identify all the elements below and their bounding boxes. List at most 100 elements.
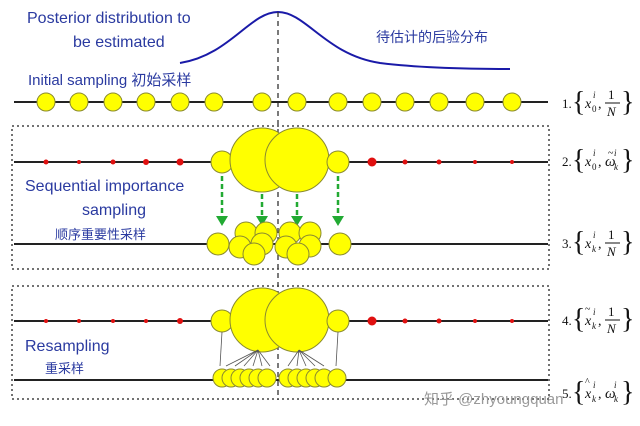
svg-text:i: i xyxy=(593,148,596,158)
green-arrows xyxy=(220,176,340,218)
particle xyxy=(242,242,266,266)
equation-3: 3. { x i k , 1 N } xyxy=(562,227,634,259)
weight-dot xyxy=(510,160,514,164)
svg-text:N: N xyxy=(606,244,617,259)
weight-dot xyxy=(473,319,477,323)
svg-text:i: i xyxy=(593,90,596,100)
weight-dot xyxy=(367,316,377,326)
svg-text:{: { xyxy=(572,87,585,118)
svg-text:}: } xyxy=(621,304,634,335)
particle xyxy=(429,92,449,112)
particle xyxy=(252,92,272,112)
svg-text:^: ^ xyxy=(585,377,590,388)
particle xyxy=(395,92,415,112)
svg-text:0: 0 xyxy=(592,104,597,114)
equation-5: 5. { ^ x i k , ω i k } xyxy=(562,377,634,408)
row2-weights xyxy=(43,157,514,167)
particle xyxy=(327,368,347,388)
particle xyxy=(465,92,485,112)
svg-text:,: , xyxy=(598,155,602,170)
weight-dot xyxy=(44,319,48,323)
row5-particles xyxy=(212,368,347,388)
svg-text:2.: 2. xyxy=(562,154,572,169)
particle xyxy=(69,92,89,112)
row1-particles xyxy=(36,92,522,112)
weight-dot xyxy=(402,159,408,165)
svg-text:k: k xyxy=(592,394,597,404)
sis-label-cn: 顺序重要性采样 xyxy=(55,227,147,242)
sis-label-line1: Sequential importance xyxy=(25,178,185,195)
svg-text:,: , xyxy=(598,314,602,329)
watermark: 知乎 @zhyoungquan xyxy=(424,391,564,408)
svg-text:4.: 4. xyxy=(562,313,572,328)
svg-text:ω: ω xyxy=(605,386,616,402)
weighted-particle xyxy=(264,127,330,193)
weight-dot xyxy=(402,318,408,324)
weight-dot xyxy=(436,159,442,165)
weight-dot xyxy=(144,319,148,323)
equation-1: 1. { x i 0 , 1 N } xyxy=(562,87,634,119)
svg-text:}: } xyxy=(621,227,634,258)
posterior-title-line2: be estimated xyxy=(73,34,165,51)
particle xyxy=(206,232,230,256)
svg-text:{: { xyxy=(572,304,585,335)
resampling-label-cn: 重采样 xyxy=(45,361,85,376)
resampling-label: Resampling xyxy=(25,338,110,355)
svg-text:,: , xyxy=(598,387,602,402)
svg-text:N: N xyxy=(606,321,617,336)
svg-text:1: 1 xyxy=(608,304,615,319)
particle xyxy=(36,92,56,112)
weight-dot xyxy=(510,319,514,323)
weight-dot xyxy=(177,318,183,324)
svg-text:i: i xyxy=(593,307,596,317)
weighted-particle xyxy=(326,150,350,174)
weight-dot xyxy=(367,157,377,167)
weighted-particle xyxy=(326,309,350,333)
svg-text:1: 1 xyxy=(608,87,615,102)
weight-dot xyxy=(77,319,81,323)
weight-dot xyxy=(77,160,81,164)
row3-particles xyxy=(206,221,352,266)
particle xyxy=(502,92,522,112)
particle xyxy=(103,92,123,112)
equation-2: 2. { x i 0 , ω ~ i k } xyxy=(562,145,634,176)
weight-dot xyxy=(176,158,184,166)
svg-text:x: x xyxy=(584,155,592,170)
svg-text:k: k xyxy=(592,244,597,254)
svg-text:x: x xyxy=(584,387,592,402)
svg-text:x: x xyxy=(584,314,592,329)
particle xyxy=(257,368,277,388)
initial-sampling-label: Initial sampling 初始采样 xyxy=(28,72,192,89)
svg-text:i: i xyxy=(593,380,596,390)
weight-dot xyxy=(110,159,116,165)
svg-text:ω: ω xyxy=(605,154,616,170)
svg-text:{: { xyxy=(572,377,585,408)
svg-text:i: i xyxy=(593,230,596,240)
svg-text:{: { xyxy=(572,145,585,176)
svg-text:k: k xyxy=(614,162,619,172)
svg-text:}: } xyxy=(621,377,634,408)
resampling-arrows xyxy=(219,331,339,367)
row2-weighted-particles xyxy=(210,127,350,193)
svg-text:5.: 5. xyxy=(562,386,572,401)
svg-text:k: k xyxy=(614,394,619,404)
svg-text:}: } xyxy=(621,145,634,176)
particle xyxy=(286,242,310,266)
svg-text:{: { xyxy=(572,227,585,258)
svg-text:}: } xyxy=(621,87,634,118)
svg-text:~: ~ xyxy=(585,304,591,315)
weight-dot xyxy=(43,159,49,165)
particle xyxy=(328,92,348,112)
weight-dot xyxy=(436,318,442,324)
weight-dot xyxy=(111,319,115,323)
posterior-curve xyxy=(179,10,511,70)
particle xyxy=(328,232,352,256)
svg-text:i: i xyxy=(614,148,617,158)
particle xyxy=(170,92,190,112)
svg-text:x: x xyxy=(584,97,592,112)
svg-text:i: i xyxy=(614,380,617,390)
weight-dot xyxy=(143,159,149,165)
posterior-title-line1: Posterior distribution to xyxy=(27,10,191,27)
row4-weights xyxy=(44,316,514,326)
